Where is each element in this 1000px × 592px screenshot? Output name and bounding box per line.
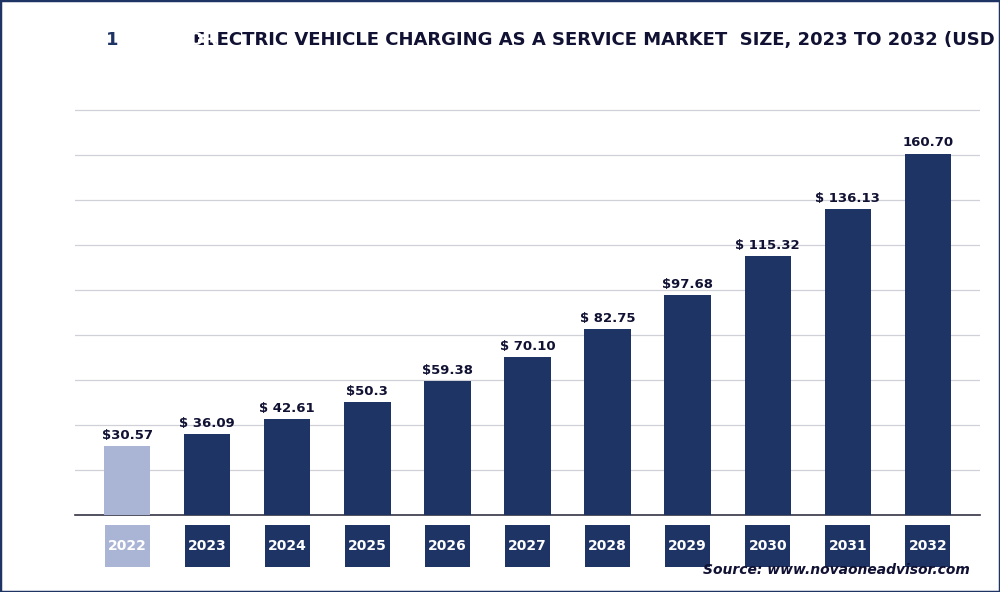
Text: 2029: 2029	[668, 539, 707, 554]
Bar	[584, 329, 631, 515]
Text: $ 36.09: $ 36.09	[179, 417, 235, 430]
Text: 2028: 2028	[588, 539, 627, 554]
Bar	[104, 446, 150, 515]
Text: 1: 1	[106, 31, 118, 49]
Text: NOVA: NOVA	[27, 31, 84, 49]
Text: $97.68: $97.68	[662, 278, 713, 291]
Text: 2023: 2023	[188, 539, 227, 554]
FancyBboxPatch shape	[905, 526, 950, 567]
Text: $ 115.32: $ 115.32	[735, 239, 800, 252]
Text: $ 82.75: $ 82.75	[580, 312, 635, 325]
Bar	[184, 434, 230, 515]
Text: $ 136.13: $ 136.13	[815, 192, 880, 205]
Bar	[664, 295, 711, 515]
Text: $ 70.10: $ 70.10	[500, 340, 555, 353]
Text: ELECTRIC VEHICLE CHARGING AS A SERVICE MARKET  SIZE, 2023 TO 2032 (USD BILLION): ELECTRIC VEHICLE CHARGING AS A SERVICE M…	[193, 31, 1000, 49]
Text: 2026: 2026	[428, 539, 467, 554]
Text: $30.57: $30.57	[102, 429, 153, 442]
Text: $59.38: $59.38	[422, 365, 473, 378]
Text: ADVISOR: ADVISOR	[126, 31, 218, 49]
FancyBboxPatch shape	[585, 526, 630, 567]
Bar	[264, 419, 310, 515]
Bar	[745, 256, 791, 515]
FancyBboxPatch shape	[745, 526, 790, 567]
Text: $ 42.61: $ 42.61	[259, 402, 315, 415]
Text: 2031: 2031	[828, 539, 867, 554]
Text: 2025: 2025	[348, 539, 387, 554]
Text: 2032: 2032	[909, 539, 947, 554]
FancyBboxPatch shape	[425, 526, 470, 567]
Text: 2024: 2024	[268, 539, 307, 554]
Bar	[825, 209, 871, 515]
Bar	[424, 381, 471, 515]
FancyBboxPatch shape	[505, 526, 550, 567]
Text: 160.70: 160.70	[902, 137, 954, 149]
FancyBboxPatch shape	[665, 526, 710, 567]
Text: 2030: 2030	[748, 539, 787, 554]
FancyBboxPatch shape	[105, 526, 150, 567]
FancyBboxPatch shape	[825, 526, 870, 567]
Text: $50.3: $50.3	[346, 385, 388, 398]
FancyBboxPatch shape	[185, 526, 230, 567]
Text: Source: www.novaoneadvisor.com: Source: www.novaoneadvisor.com	[703, 563, 970, 577]
FancyBboxPatch shape	[265, 526, 310, 567]
FancyBboxPatch shape	[102, 14, 122, 66]
Bar	[504, 358, 551, 515]
Bar	[344, 402, 391, 515]
FancyBboxPatch shape	[345, 526, 390, 567]
Text: 2022: 2022	[108, 539, 146, 554]
Text: 2027: 2027	[508, 539, 547, 554]
Bar	[905, 153, 951, 515]
